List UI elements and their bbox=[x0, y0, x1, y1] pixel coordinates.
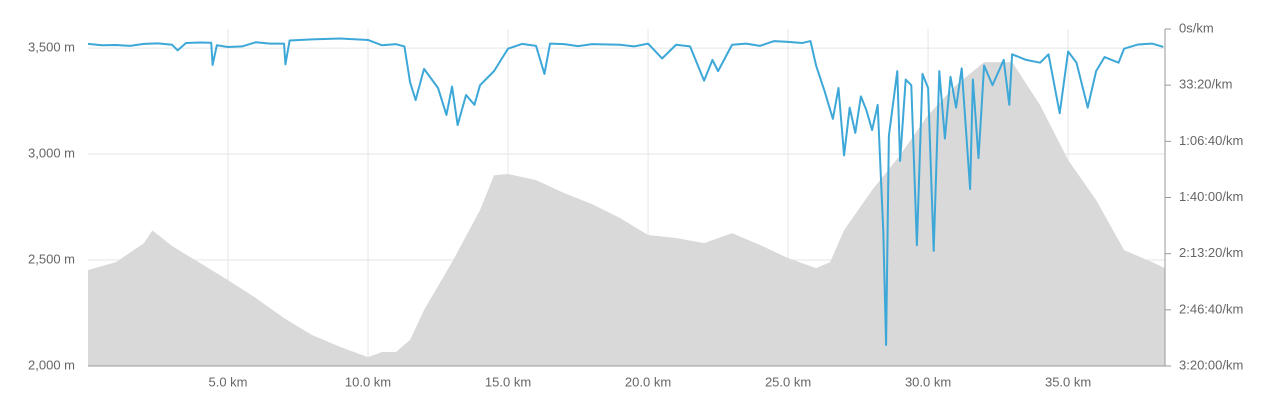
y2-tick-label: 1:06:40/km bbox=[1179, 133, 1243, 148]
x-tick-label: 5.0 km bbox=[209, 374, 248, 389]
y-tick-label: 3,500 m bbox=[28, 40, 75, 55]
y-tick-label: 2,000 m bbox=[28, 357, 75, 372]
y2-tick-label: 1:40:00/km bbox=[1179, 189, 1243, 204]
x-tick-label: 30.0 km bbox=[905, 374, 951, 389]
y2-tick-label: 2:46:40/km bbox=[1179, 301, 1243, 316]
y-tick-label: 2,500 m bbox=[28, 251, 75, 266]
x-tick-label: 25.0 km bbox=[765, 374, 811, 389]
y2-tick-label: 0s/km bbox=[1179, 20, 1214, 35]
x-tick-label: 10.0 km bbox=[345, 374, 391, 389]
y-tick-label: 3,000 m bbox=[28, 145, 75, 160]
elevation-area bbox=[88, 62, 1165, 367]
x-tick-label: 15.0 km bbox=[485, 374, 531, 389]
x-tick-label: 20.0 km bbox=[625, 374, 671, 389]
y2-tick-label: 2:13:20/km bbox=[1179, 245, 1243, 260]
x-tick-label: 35.0 km bbox=[1045, 374, 1091, 389]
y2-tick-label: 3:20:00/km bbox=[1179, 357, 1243, 372]
y2-tick-label: 33:20/km bbox=[1179, 77, 1232, 92]
pace-line bbox=[87, 37, 1164, 346]
